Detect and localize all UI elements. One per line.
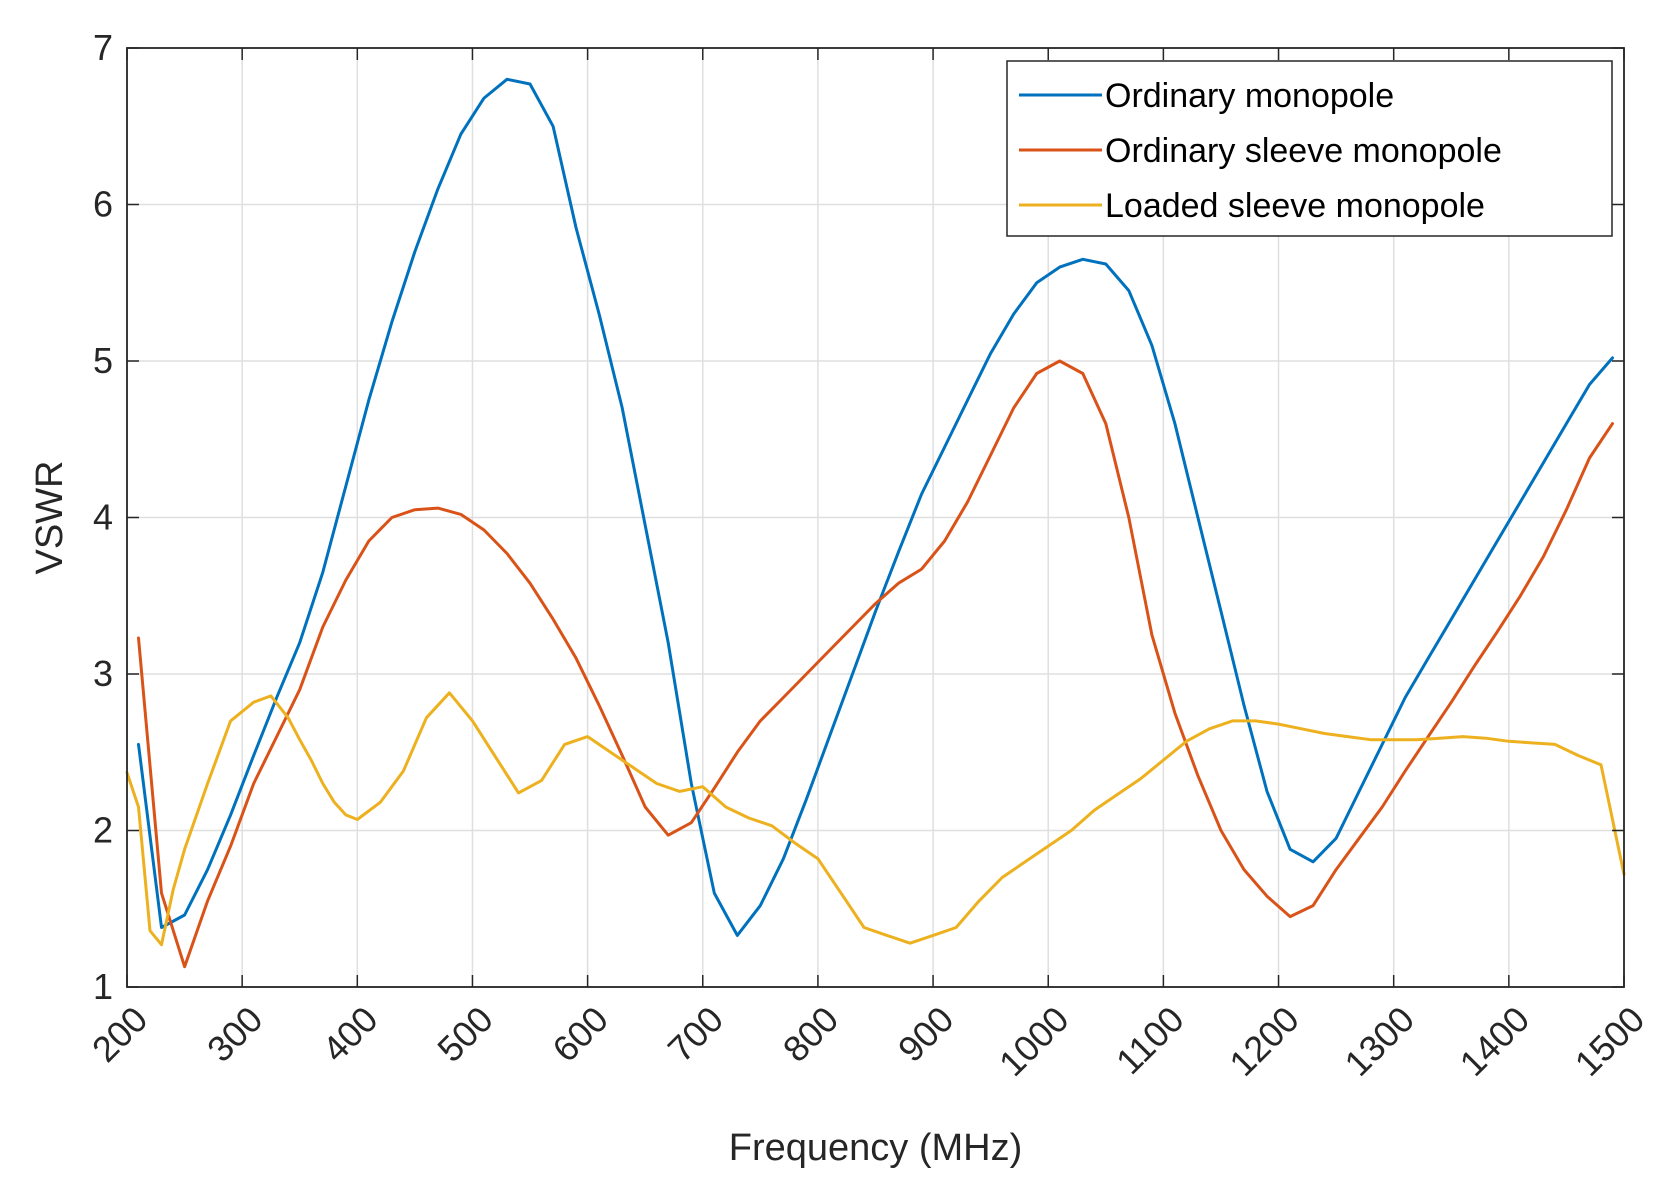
y-tick-label: 6 <box>93 184 113 225</box>
y-tick-label: 4 <box>93 497 113 538</box>
series-line-2 <box>137 359 1614 969</box>
x-tick-label: 800 <box>775 998 846 1069</box>
legend: Ordinary monopole Ordinary sleeve monopol… <box>1006 60 1613 237</box>
x-tick-label: 1500 <box>1567 998 1653 1084</box>
x-tick-label: 300 <box>199 998 270 1069</box>
x-tick-label: 1000 <box>991 998 1077 1084</box>
x-tick-label: 1300 <box>1336 998 1422 1084</box>
series-lines <box>125 77 1626 969</box>
y-tick-label: 2 <box>93 810 113 851</box>
y-tick-label: 5 <box>93 340 113 381</box>
x-axis-label: Frequency (MHz) <box>729 1127 1023 1169</box>
x-tick-label: 1400 <box>1452 998 1538 1084</box>
x-tick-label: 700 <box>660 998 731 1069</box>
legend-entry-label: Loaded sleeve monopole <box>1105 187 1485 225</box>
y-tick-label: 7 <box>93 27 113 68</box>
legend-entry-label: Ordinary monopole <box>1105 77 1394 115</box>
series-line-1 <box>137 77 1614 937</box>
y-axis-label: VSWR <box>29 461 71 575</box>
y-tick-label: 3 <box>93 653 113 694</box>
x-tick-label: 1100 <box>1108 998 1192 1082</box>
legend-entry-label: Ordinary sleeve monopole <box>1105 132 1502 170</box>
series-line-3 <box>125 691 1626 947</box>
x-tick-label: 600 <box>544 998 615 1069</box>
x-tick-label: 900 <box>890 998 961 1069</box>
y-tick-label: 1 <box>93 966 113 1007</box>
axes <box>126 47 1625 988</box>
x-tick-label: 200 <box>84 998 155 1069</box>
x-tick-label: 500 <box>429 998 500 1069</box>
legend-box <box>1006 60 1613 237</box>
x-tick-label: 400 <box>314 998 385 1069</box>
x-tick-label: 1200 <box>1221 998 1307 1084</box>
